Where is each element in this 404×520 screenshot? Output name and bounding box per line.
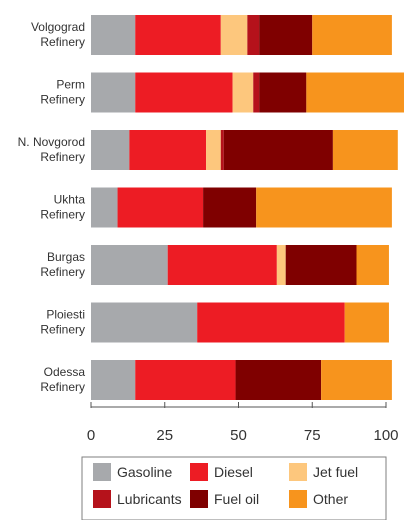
bar-odessa-fuel-oil xyxy=(235,360,322,400)
legend-swatch-lubricants xyxy=(93,490,111,508)
bar-perm-jet-fuel xyxy=(232,72,254,113)
bar-n-novgorod-lubricants xyxy=(220,130,224,170)
bar-ploiesti-diesel xyxy=(197,302,345,343)
bar-volgograd-other xyxy=(312,15,392,55)
legend-swatch-diesel xyxy=(190,463,208,481)
legend-label-fuel-oil: Fuel oil xyxy=(214,491,259,507)
bar-volgograd-jet-fuel xyxy=(220,15,248,55)
bar-perm-gasoline xyxy=(91,72,136,113)
bar-odessa-gasoline xyxy=(91,360,136,400)
bar-ukhta-fuel-oil xyxy=(203,187,257,228)
bar-volgograd-diesel xyxy=(135,15,221,55)
legend: Gasoline Diesel Jet fuel Lubricants Fuel oil… xyxy=(81,456,387,520)
category-label: Volgograd Refinery xyxy=(31,20,85,49)
bar-n-novgorod-jet-fuel xyxy=(206,130,221,170)
bar-burgas-other xyxy=(356,245,389,285)
bar-perm-fuel-oil xyxy=(259,72,307,113)
category-label: N. Novgorod Refinery xyxy=(18,135,85,164)
category-label-line: Volgograd xyxy=(31,20,85,34)
bar-burgas-fuel-oil xyxy=(285,245,357,285)
category-label: Burgas Refinery xyxy=(40,250,85,279)
x-tick-label: 100 xyxy=(373,427,398,444)
category-label: Perm Refinery xyxy=(40,78,85,107)
bar-volgograd-lubricants xyxy=(247,15,260,55)
bar-n-novgorod-fuel-oil xyxy=(223,130,333,170)
legend-swatch-other xyxy=(289,490,307,508)
bar-volgograd-fuel-oil xyxy=(259,15,313,55)
bar-odessa-other xyxy=(321,360,392,400)
bar-ploiesti-other xyxy=(344,302,389,343)
x-axis: 0 25 50 75 100 xyxy=(87,402,399,444)
legend-swatch-gasoline xyxy=(93,463,111,481)
x-tick-label: 25 xyxy=(156,427,173,444)
category-label-line: Odessa xyxy=(44,365,86,379)
legend-label-lubricants: Lubricants xyxy=(117,491,182,507)
bar-perm-diesel xyxy=(135,72,233,113)
bar-perm-other xyxy=(306,72,404,113)
legend-swatch-fuel-oil xyxy=(190,490,208,508)
bar-burgas-gasoline xyxy=(91,245,168,285)
category-label-line: Refinery xyxy=(40,93,85,107)
bars-layer xyxy=(91,15,404,400)
category-label: Ukhta Refinery xyxy=(40,193,85,222)
x-tick-label: 0 xyxy=(87,427,95,444)
category-label: Ploiesti Refinery xyxy=(40,308,85,337)
bar-n-novgorod-other xyxy=(332,130,398,170)
category-label-line: N. Novgorod xyxy=(18,135,85,149)
legend-label-diesel: Diesel xyxy=(214,464,253,480)
legend-swatch-jet-fuel xyxy=(289,463,307,481)
x-tick-label: 50 xyxy=(230,427,247,444)
legend-label-jet-fuel: Jet fuel xyxy=(313,464,358,480)
bar-ukhta-other xyxy=(256,187,392,228)
legend-box xyxy=(81,456,387,520)
category-label-line: Refinery xyxy=(40,323,85,337)
bar-odessa-diesel xyxy=(135,360,236,400)
category-label-line: Ploiesti xyxy=(46,308,85,322)
legend-label-gasoline: Gasoline xyxy=(117,464,172,480)
bar-n-novgorod-diesel xyxy=(129,130,207,170)
category-label-line: Burgas xyxy=(47,250,85,264)
legend-label-other: Other xyxy=(313,491,348,507)
category-label-line: Refinery xyxy=(40,208,85,222)
bar-ukhta-gasoline xyxy=(91,187,118,228)
bar-ukhta-diesel xyxy=(117,187,204,228)
category-label: Odessa Refinery xyxy=(40,365,85,394)
bar-ploiesti-gasoline xyxy=(91,302,198,343)
bar-perm-lubricants xyxy=(253,72,260,113)
bar-volgograd-gasoline xyxy=(91,15,136,55)
category-label-line: Refinery xyxy=(40,380,85,394)
category-label-line: Refinery xyxy=(40,265,85,279)
bar-n-novgorod-gasoline xyxy=(91,130,130,170)
bar-burgas-jet-fuel xyxy=(276,245,286,285)
bar-burgas-diesel xyxy=(167,245,277,285)
category-label-line: Perm xyxy=(56,78,85,92)
category-label-line: Ukhta xyxy=(54,193,86,207)
category-label-line: Refinery xyxy=(40,150,85,164)
category-label-line: Refinery xyxy=(40,35,85,49)
x-tick-label: 75 xyxy=(304,427,321,444)
